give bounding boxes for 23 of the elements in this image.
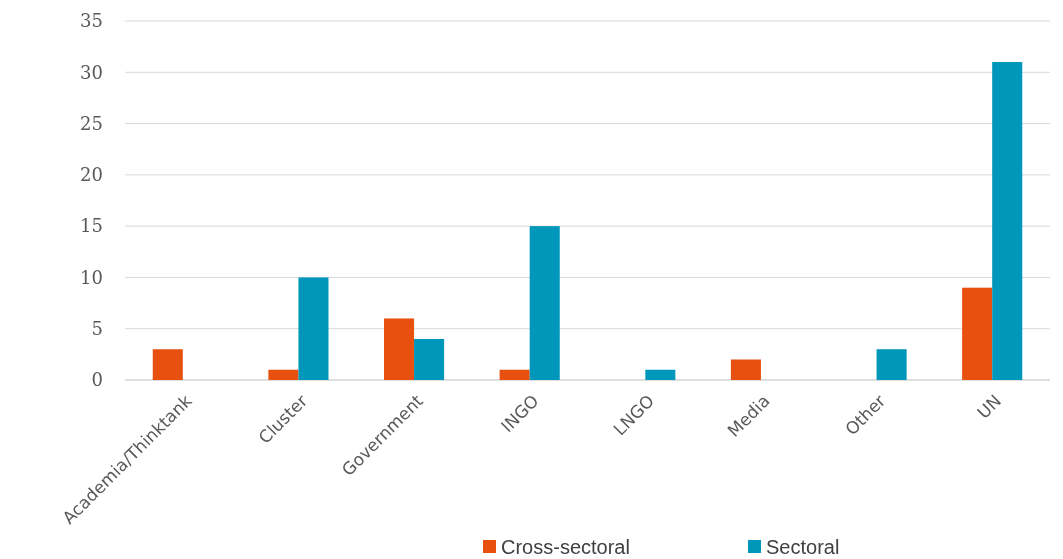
legend-label: Cross-sectoral (501, 536, 630, 558)
bar (384, 318, 415, 380)
legend-label: Sectoral (766, 536, 840, 558)
bar (298, 277, 329, 380)
y-tick-label: 35 (80, 10, 103, 32)
y-tick-label: 20 (80, 164, 103, 186)
bar (529, 226, 560, 380)
x-tick-label: UN (973, 390, 1006, 423)
bar (876, 349, 907, 380)
bar (992, 62, 1023, 380)
bar (414, 338, 445, 380)
bar (962, 287, 993, 380)
y-tick-label: 10 (80, 266, 103, 288)
bar (499, 369, 530, 380)
y-tick-label: 25 (80, 112, 103, 134)
y-tick-label: 30 (80, 61, 103, 83)
bar (645, 369, 676, 380)
bar (152, 349, 183, 380)
bar (268, 369, 299, 380)
y-tick-label: 0 (91, 369, 103, 391)
y-tick-label: 5 (91, 318, 103, 340)
y-tick-label: 15 (80, 215, 103, 237)
bar (730, 359, 761, 380)
